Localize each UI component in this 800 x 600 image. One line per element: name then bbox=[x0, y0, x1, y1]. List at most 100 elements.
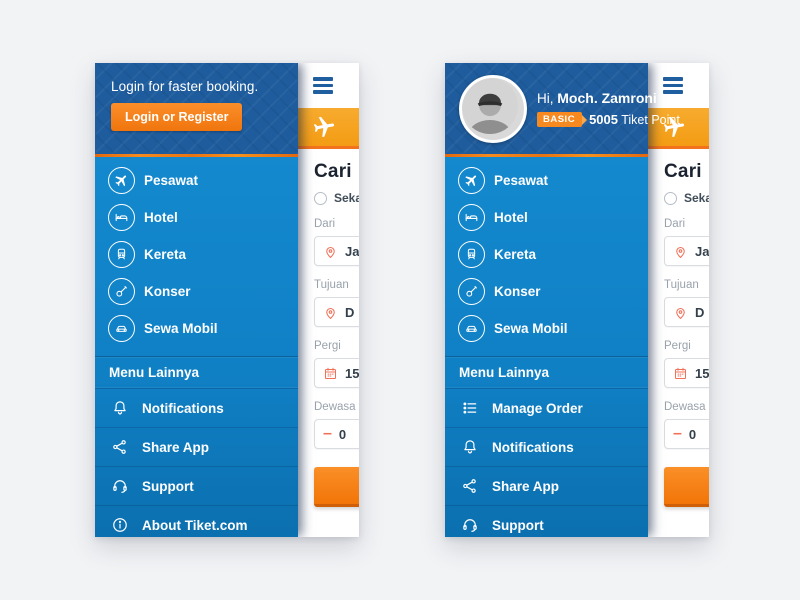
menu-item-pesawat[interactable]: Pesawat bbox=[95, 162, 298, 199]
tab-flight[interactable] bbox=[298, 108, 359, 146]
greeting-text: Hi, Moch. Zamroni bbox=[537, 90, 657, 106]
depart-date-input[interactable]: 15 bbox=[314, 358, 359, 388]
radio-icon bbox=[314, 191, 327, 205]
bell-icon bbox=[110, 398, 130, 418]
menu-item-support[interactable]: Support bbox=[445, 505, 648, 537]
guitar-icon bbox=[458, 278, 485, 305]
section-header-menu-lainnya: Menu Lainnya bbox=[95, 356, 298, 389]
location-pin-icon bbox=[326, 307, 335, 319]
plane-icon bbox=[108, 167, 135, 194]
header-divider bbox=[95, 154, 298, 157]
menu-item-about[interactable]: About Tiket.com bbox=[95, 505, 298, 537]
train-icon bbox=[458, 241, 485, 268]
tab-underline bbox=[648, 146, 709, 149]
field-pergi: Pergi 15 bbox=[314, 340, 359, 388]
header-divider bbox=[445, 154, 648, 157]
field-dari: Dari Ja bbox=[664, 218, 709, 266]
origin-input[interactable]: Ja bbox=[664, 236, 709, 266]
app-topbar bbox=[298, 63, 359, 108]
tab-flight[interactable] bbox=[648, 108, 709, 146]
hotel-bed-icon bbox=[108, 204, 135, 231]
search-button[interactable] bbox=[314, 467, 359, 507]
origin-input[interactable]: Ja bbox=[314, 236, 359, 266]
drawer-header-user: Hi, Moch. Zamroni BASIC 5005 Tiket Point bbox=[445, 63, 680, 154]
menu-item-kereta[interactable]: Kereta bbox=[95, 236, 298, 273]
info-icon bbox=[110, 515, 130, 535]
calendar-icon bbox=[325, 367, 336, 379]
location-pin-icon bbox=[676, 246, 685, 258]
tab-underline bbox=[298, 146, 359, 149]
share-icon bbox=[110, 437, 130, 457]
menu-item-support[interactable]: Support bbox=[95, 466, 298, 505]
menu-item-label: Support bbox=[142, 478, 194, 494]
menu-item-label: Share App bbox=[492, 478, 560, 494]
radio-label: Seka bbox=[684, 191, 709, 205]
adult-count-stepper[interactable]: – 0 bbox=[314, 419, 359, 449]
plane-icon bbox=[313, 116, 335, 137]
login-register-button[interactable]: Login or Register bbox=[111, 103, 243, 131]
page-title: Cari bbox=[314, 161, 352, 182]
menu-item-label: Kereta bbox=[144, 247, 187, 262]
menu-item-label: Konser bbox=[494, 284, 541, 299]
headset-icon bbox=[460, 515, 480, 535]
menu-item-share-app[interactable]: Share App bbox=[445, 466, 648, 505]
trip-type-radio[interactable]: Seka bbox=[314, 191, 359, 205]
login-message: Login for faster booking. bbox=[111, 79, 259, 94]
phone-mockup-logged-in: Hi, Moch. Zamroni BASIC 5005 Tiket Point bbox=[445, 63, 709, 537]
search-button[interactable] bbox=[664, 467, 709, 507]
menu-item-label: Notifications bbox=[142, 400, 224, 416]
plane-icon bbox=[663, 116, 685, 137]
drawer-header-guest: Login for faster booking. Login or Regis… bbox=[95, 63, 298, 154]
field-tujuan: Tujuan D bbox=[314, 279, 359, 327]
adult-count-stepper[interactable]: – 0 bbox=[664, 419, 709, 449]
menu-item-share-app[interactable]: Share App bbox=[95, 427, 298, 466]
menu-item-label: Konser bbox=[144, 284, 191, 299]
minus-icon[interactable]: – bbox=[323, 425, 332, 442]
destination-input[interactable]: D bbox=[314, 297, 359, 327]
guitar-icon bbox=[108, 278, 135, 305]
hotel-bed-icon bbox=[458, 204, 485, 231]
field-dari: Dari Ja bbox=[314, 218, 359, 266]
nav-drawer: Hi, Moch. Zamroni BASIC 5005 Tiket Point bbox=[445, 63, 680, 537]
drawer-menu: Pesawat Hotel Kereta Konser bbox=[445, 157, 648, 537]
menu-item-label: Sewa Mobil bbox=[144, 321, 218, 336]
car-icon bbox=[108, 315, 135, 342]
destination-input[interactable]: D bbox=[664, 297, 709, 327]
calendar-icon bbox=[675, 367, 686, 379]
list-icon bbox=[460, 398, 480, 418]
menu-item-label: Support bbox=[492, 517, 544, 533]
field-dewasa: Dewasa – 0 bbox=[314, 401, 359, 449]
menu-item-notifications[interactable]: Notifications bbox=[95, 389, 298, 427]
menu-item-hotel[interactable]: Hotel bbox=[95, 199, 298, 236]
menu-item-label: Hotel bbox=[494, 210, 528, 225]
menu-item-konser[interactable]: Konser bbox=[95, 273, 298, 310]
tier-badge: BASIC bbox=[537, 112, 588, 127]
avatar bbox=[459, 74, 527, 143]
menu-item-label: Pesawat bbox=[144, 173, 199, 188]
menu-item-sewa-mobil[interactable]: Sewa Mobil bbox=[95, 310, 298, 347]
menu-item-kereta[interactable]: Kereta bbox=[445, 236, 648, 273]
plane-icon bbox=[458, 167, 485, 194]
menu-item-hotel[interactable]: Hotel bbox=[445, 199, 648, 236]
page-title: Cari bbox=[664, 161, 702, 182]
location-pin-icon bbox=[326, 246, 335, 258]
menu-item-notifications[interactable]: Notifications bbox=[445, 427, 648, 466]
menu-item-label: Hotel bbox=[144, 210, 178, 225]
menu-item-sewa-mobil[interactable]: Sewa Mobil bbox=[445, 310, 648, 347]
menu-item-manage-order[interactable]: Manage Order bbox=[445, 389, 648, 427]
radio-icon bbox=[664, 191, 677, 205]
hamburger-menu-icon[interactable] bbox=[313, 77, 333, 94]
minus-icon[interactable]: – bbox=[673, 425, 682, 442]
field-tujuan: Tujuan D bbox=[664, 279, 709, 327]
main-content: Cari Seka Dari Ja Tujuan D Pergi bbox=[298, 63, 359, 537]
trip-type-radio[interactable]: Seka bbox=[664, 191, 709, 205]
depart-date-input[interactable]: 15 bbox=[664, 358, 709, 388]
menu-item-label: Manage Order bbox=[492, 400, 583, 416]
hamburger-menu-icon[interactable] bbox=[663, 77, 683, 94]
field-dewasa: Dewasa – 0 bbox=[664, 401, 709, 449]
user-profile[interactable]: Hi, Moch. Zamroni BASIC 5005 Tiket Point bbox=[459, 63, 680, 154]
nav-drawer: Login for faster booking. Login or Regis… bbox=[95, 63, 298, 537]
menu-item-konser[interactable]: Konser bbox=[445, 273, 648, 310]
menu-item-pesawat[interactable]: Pesawat bbox=[445, 162, 648, 199]
headset-icon bbox=[110, 476, 130, 496]
